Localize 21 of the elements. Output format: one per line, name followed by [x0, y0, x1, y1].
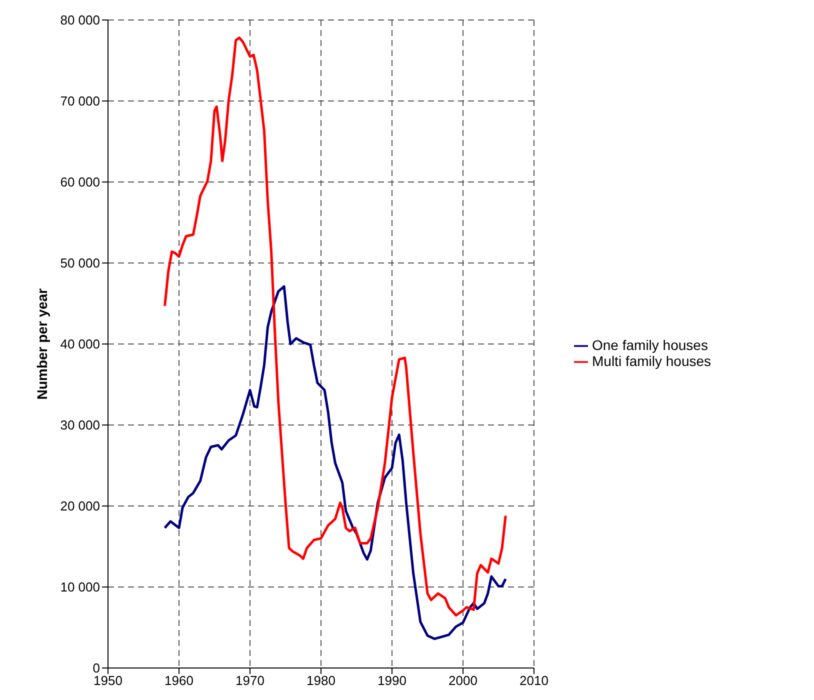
x-tick-label: 2010 — [520, 673, 548, 688]
x-tick-label: 2000 — [448, 673, 478, 688]
line-series — [164, 285, 507, 640]
x-tick-label: 1950 — [94, 673, 122, 688]
y-tick-label: 60 000 — [60, 174, 100, 190]
y-tick-label: 30 000 — [60, 418, 100, 433]
y-tick-label: 80 000 — [60, 12, 100, 28]
x-tick-label: 1990 — [378, 673, 406, 688]
x-tick-label: 1970 — [236, 673, 264, 688]
y-axis-title: Number per year — [34, 288, 50, 400]
legend-label: One family houses — [592, 336, 708, 353]
y-tick-label: 70 000 — [60, 94, 100, 109]
y-tick-label: 40 000 — [60, 336, 100, 352]
x-tick-label: 1980 — [306, 673, 336, 688]
x-tick-label: 1960 — [164, 673, 194, 688]
legend-label: Multi family houses — [592, 353, 712, 369]
y-tick-label: 20 000 — [60, 498, 100, 514]
y-tick-label: 50 000 — [60, 256, 100, 271]
y-tick-label: 10 000 — [60, 580, 100, 595]
line-series — [164, 36, 507, 617]
y-tick-label: 0 — [92, 660, 100, 676]
